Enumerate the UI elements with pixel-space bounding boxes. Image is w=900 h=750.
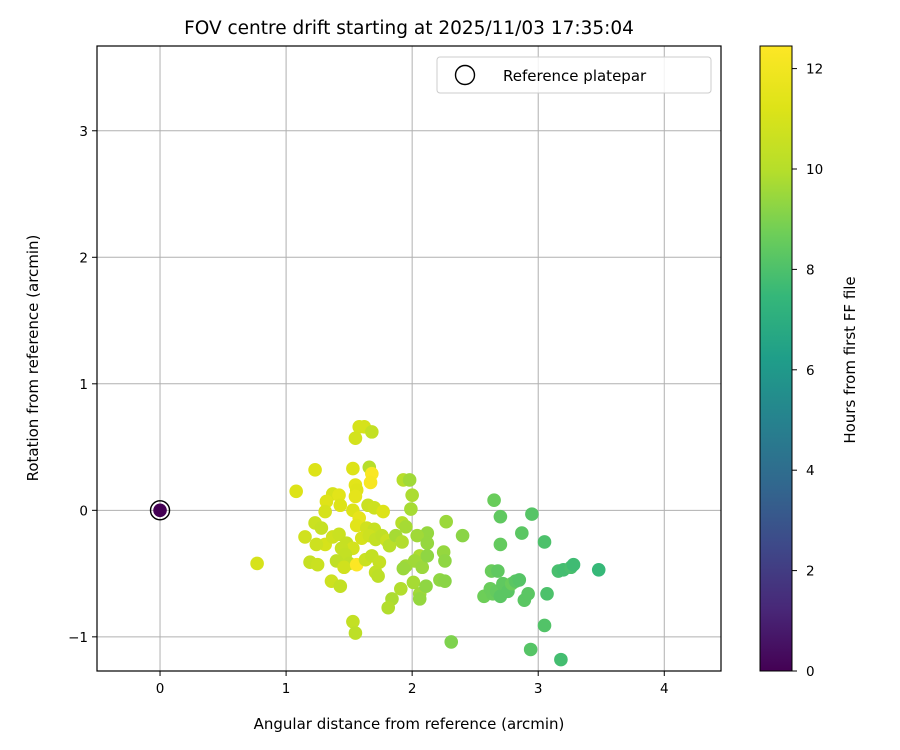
- colorbar-tick-label: 10: [806, 162, 823, 178]
- data-point: [540, 587, 554, 601]
- data-point: [591, 562, 606, 577]
- y-axis-ticks: −1 0 1 2 3: [68, 124, 97, 646]
- y-tick-label: 2: [79, 250, 88, 266]
- data-point: [399, 519, 413, 534]
- colorbar-tick-label: 8: [806, 262, 815, 278]
- data-point: [487, 493, 501, 508]
- data-point: [410, 528, 424, 543]
- data-point: [332, 488, 346, 502]
- legend-marker-open-circle: [454, 64, 476, 86]
- data-point: [521, 587, 535, 601]
- data-point: [289, 484, 303, 499]
- data-point: [491, 564, 505, 578]
- data-point: [352, 420, 367, 434]
- data-point: [444, 635, 459, 649]
- data-point: [396, 561, 411, 576]
- data-point: [515, 526, 529, 540]
- data-point: [395, 535, 409, 549]
- x-tick-label: 3: [534, 681, 543, 697]
- data-point: [365, 425, 379, 439]
- data-point: [405, 488, 419, 502]
- y-tick-label: 1: [79, 377, 88, 393]
- colorbar-label: Hours from first FF file: [841, 276, 859, 443]
- data-point: [310, 557, 325, 572]
- data-point: [333, 579, 348, 594]
- data-point: [415, 560, 430, 575]
- data-point: [525, 507, 539, 521]
- data-point: [566, 557, 581, 572]
- data-point: [438, 574, 452, 588]
- x-tick-label: 4: [660, 681, 669, 697]
- x-axis-ticks: 0 1 2 3 4: [156, 671, 669, 697]
- data-point: [523, 642, 538, 657]
- x-axis-label: Angular distance from reference (arcmin): [254, 715, 565, 733]
- data-point: [348, 431, 363, 446]
- plot-frame: [96, 45, 722, 672]
- legend-frame: [436, 56, 712, 94]
- data-point: [537, 618, 552, 633]
- chart-title: FOV centre drift starting at 2025/11/03 …: [184, 18, 634, 39]
- data-point: [439, 514, 453, 529]
- legend-label: Reference platepar: [503, 67, 647, 85]
- data-point: [376, 504, 390, 519]
- colorbar-tick-label: 6: [806, 363, 815, 379]
- colorbar: [760, 46, 792, 671]
- data-point: [381, 600, 396, 615]
- data-point: [537, 535, 552, 549]
- data-point: [493, 509, 508, 524]
- data-point: [333, 498, 348, 513]
- data-point: [319, 494, 334, 509]
- x-tick-label: 0: [156, 681, 165, 697]
- colorbar-ticks: 0 2 4 6 8 10 12: [792, 62, 823, 680]
- data-point: [314, 521, 329, 535]
- data-point: [419, 579, 433, 594]
- data-point: [438, 554, 452, 568]
- data-point: [318, 504, 332, 519]
- data-point: [308, 463, 322, 477]
- data-point: [420, 549, 435, 563]
- grid-lines: [97, 46, 721, 671]
- colorbar-tick-label: 0: [806, 664, 815, 680]
- y-tick-label: −1: [68, 630, 88, 646]
- data-point: [298, 530, 312, 544]
- data-point: [512, 573, 527, 587]
- data-point: [394, 581, 408, 596]
- colorbar-frame: [759, 45, 793, 672]
- x-tick-label: 1: [282, 681, 291, 697]
- data-point: [406, 575, 421, 590]
- data-point: [412, 592, 427, 606]
- data-point: [348, 626, 363, 640]
- data-point: [371, 569, 385, 583]
- data-point: [332, 527, 346, 542]
- x-tick-label: 2: [408, 681, 417, 697]
- colorbar-tick-label: 2: [806, 564, 815, 580]
- colorbar-tick-label: 4: [806, 463, 815, 479]
- data-point: [455, 528, 470, 543]
- data-point: [363, 475, 378, 490]
- data-point: [348, 489, 363, 504]
- data-point: [346, 614, 360, 629]
- data-point: [420, 536, 435, 551]
- data-point: [250, 556, 264, 571]
- y-tick-label: 0: [79, 503, 88, 519]
- data-point: [309, 537, 324, 552]
- reference-platepar-marker: [149, 500, 171, 521]
- data-point: [382, 538, 397, 553]
- data-point: [337, 560, 351, 575]
- reference-data-point: [153, 503, 167, 518]
- data-point: [554, 652, 568, 667]
- data-point: [346, 461, 360, 476]
- colorbar-tick-label: 12: [806, 62, 823, 78]
- legend-box: Reference platepar: [436, 56, 712, 94]
- y-axis-label: Rotation from reference (arcmin): [24, 235, 42, 482]
- y-tick-label: 3: [79, 124, 88, 140]
- data-point: [402, 473, 417, 487]
- data-point: [493, 537, 508, 552]
- data-point: [404, 502, 418, 516]
- data-points: [149, 420, 606, 667]
